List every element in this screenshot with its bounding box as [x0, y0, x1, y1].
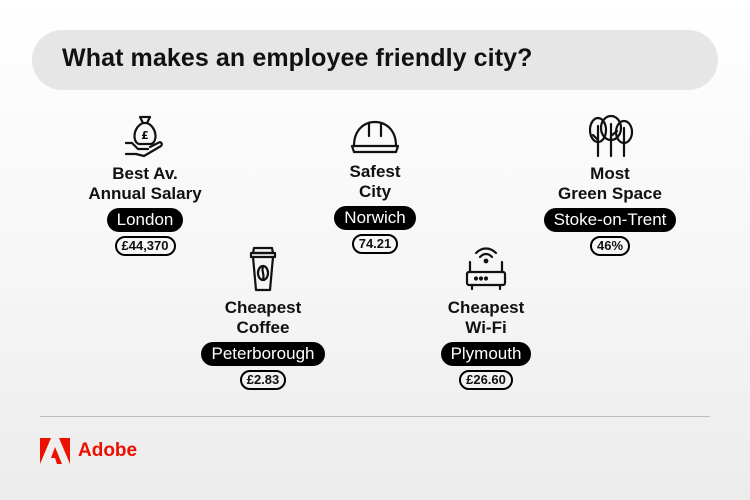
- money-bag-hand-icon: £: [124, 115, 163, 158]
- category-line: Green Space: [558, 184, 662, 203]
- adobe-logo-icon: [40, 438, 70, 464]
- value-badge: 46%: [589, 236, 631, 256]
- item-category: Safest City: [265, 162, 485, 202]
- category-line: Safest: [349, 162, 401, 181]
- category-line: Best Av.: [112, 164, 178, 183]
- city-pill: Stoke-on-Trent: [543, 208, 677, 232]
- item-coffee: Cheapest Coffee Peterborough £2.83: [153, 246, 373, 390]
- category-line: Cheapest: [447, 298, 525, 317]
- item-category: Best Av. Annual Salary: [35, 164, 255, 204]
- city-pill: Plymouth: [440, 342, 532, 366]
- divider: [40, 416, 710, 417]
- svg-text:£: £: [141, 129, 149, 142]
- item-wifi: Cheapest Wi-Fi Plymouth £26.60: [376, 244, 596, 390]
- category-line: Most: [590, 164, 630, 183]
- city-pill: London: [106, 208, 184, 232]
- category-line: Annual Salary: [88, 184, 202, 203]
- item-category: Cheapest Coffee: [153, 298, 373, 338]
- value-badge: £2.83: [239, 370, 287, 390]
- city-pill: Peterborough: [201, 342, 325, 366]
- coffee-cup-icon: [249, 246, 277, 292]
- item-salary: £ Best Av. Annual Salary London £44,370: [35, 112, 255, 256]
- title-bar: What makes an employee friendly city?: [32, 30, 718, 90]
- trees-icon: [588, 114, 634, 158]
- item-category: Cheapest Wi-Fi: [376, 298, 596, 338]
- brand-name: Adobe: [78, 440, 138, 461]
- category-line: Cheapest: [224, 298, 302, 317]
- wifi-router-icon: [465, 247, 507, 291]
- category-line: Coffee: [236, 318, 290, 337]
- adobe-logo: Adobe: [40, 438, 137, 464]
- category-line: Wi-Fi: [465, 318, 507, 337]
- item-safety: Safest City Norwich 74.21: [265, 116, 485, 254]
- city-pill: Norwich: [334, 206, 416, 230]
- category-line: City: [358, 182, 392, 201]
- value-badge: £44,370: [114, 236, 176, 256]
- item-category: Most Green Space: [500, 164, 720, 204]
- hard-hat-icon: [350, 120, 400, 154]
- item-green-space: Most Green Space Stoke-on-Trent 46%: [500, 114, 720, 256]
- page-title: What makes an employee friendly city?: [62, 44, 533, 72]
- value-badge: £26.60: [459, 370, 513, 390]
- value-badge: 74.21: [351, 234, 399, 254]
